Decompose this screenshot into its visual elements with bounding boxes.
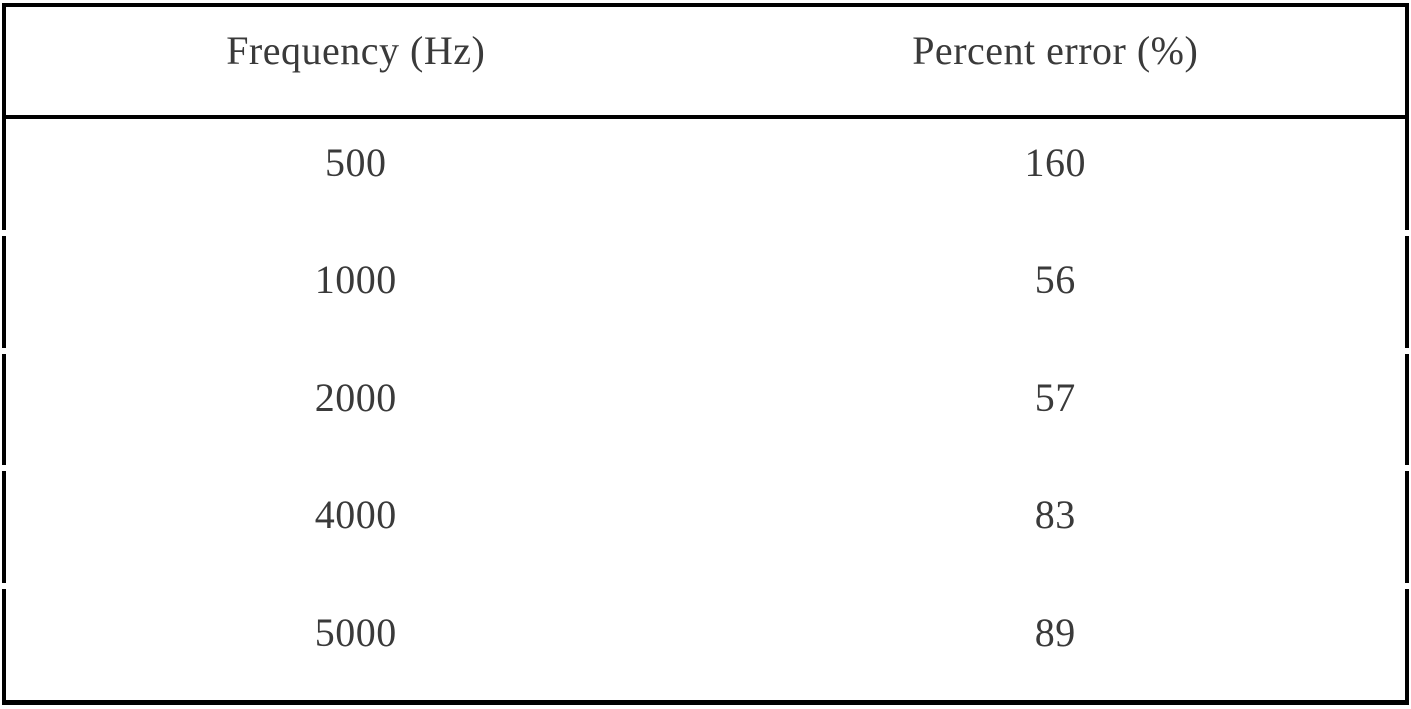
percent-error-cell: 83 [1034,492,1076,538]
table-row: 1000 56 [2,236,1409,348]
data-table: Frequency (Hz) Percent error (%) 500 160… [2,3,1409,705]
table-row: 5000 89 [2,588,1409,701]
frequency-cell: 2000 [314,374,397,420]
percent-error-cell: 56 [1034,257,1076,303]
table-body: 500 160 1000 56 2000 57 4000 83 5000 89 [2,119,1409,701]
percent-error-cell: 57 [1034,374,1076,420]
frequency-cell: 500 [325,140,387,185]
frequency-cell: 1000 [314,257,397,303]
table-row: 4000 83 [2,471,1409,583]
percent-error-column-header: Percent error (%) [912,28,1199,73]
percent-error-cell: 160 [1024,140,1086,185]
table-row: 500 160 [2,119,1409,231]
frequency-cell: 4000 [314,492,397,538]
frequency-column-header: Frequency (Hz) [226,28,486,73]
percent-error-cell: 89 [1034,609,1076,655]
table-row: 2000 57 [2,353,1409,466]
table-header-row: Frequency (Hz) Percent error (%) [2,7,1409,119]
frequency-cell: 5000 [314,609,397,655]
